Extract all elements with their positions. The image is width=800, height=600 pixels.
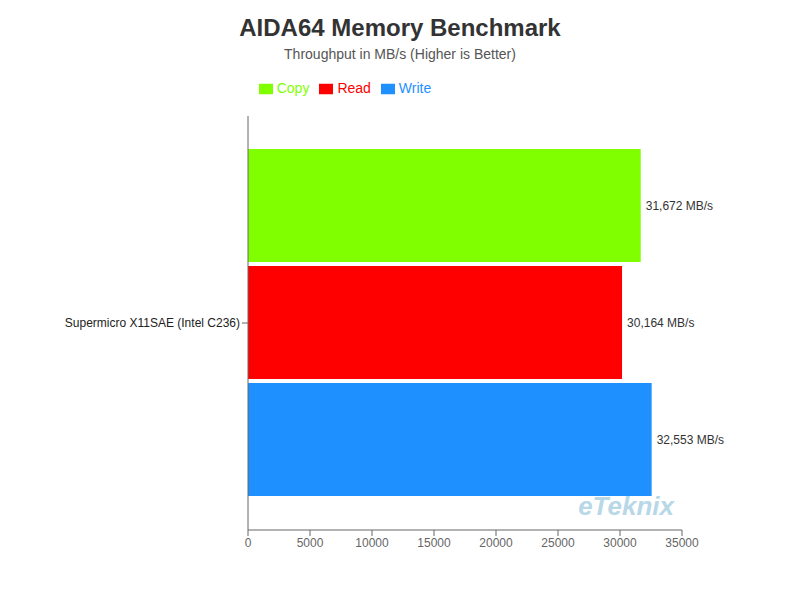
- html-text:Copy: Copy: [276, 80, 310, 96]
- svg-text:35000: 35000: [665, 536, 699, 550]
- html-text:AIDA64 Memory Benchmark: AIDA64 Memory Benchmark: [239, 14, 561, 41]
- svg-text:25000: 25000: [541, 536, 575, 550]
- svg-text:32,553 MB/s: 32,553 MB/s: [657, 433, 724, 447]
- svg-text:30,164 MB/s: 30,164 MB/s: [627, 316, 694, 330]
- svg-text:10000: 10000: [355, 536, 389, 550]
- svg-text:15000: 15000: [417, 536, 451, 550]
- html-text:Throughput in MB/s (Higher is: Throughput in MB/s (Higher is Better): [284, 46, 516, 62]
- html-text:eTeknix: eTeknix: [578, 491, 674, 521]
- svg-text:Supermicro X11SAE (Intel C236): Supermicro X11SAE (Intel C236): [65, 316, 240, 330]
- svg-text:20000: 20000: [479, 536, 513, 550]
- svg-text:5000: 5000: [297, 536, 324, 550]
- html-text:Read: Read: [337, 80, 371, 96]
- svg-text:30000: 30000: [603, 536, 637, 550]
- html-text:Write: Write: [398, 80, 432, 96]
- svg-text:31,672 MB/s: 31,672 MB/s: [646, 199, 713, 213]
- svg-text:0: 0: [245, 536, 252, 550]
